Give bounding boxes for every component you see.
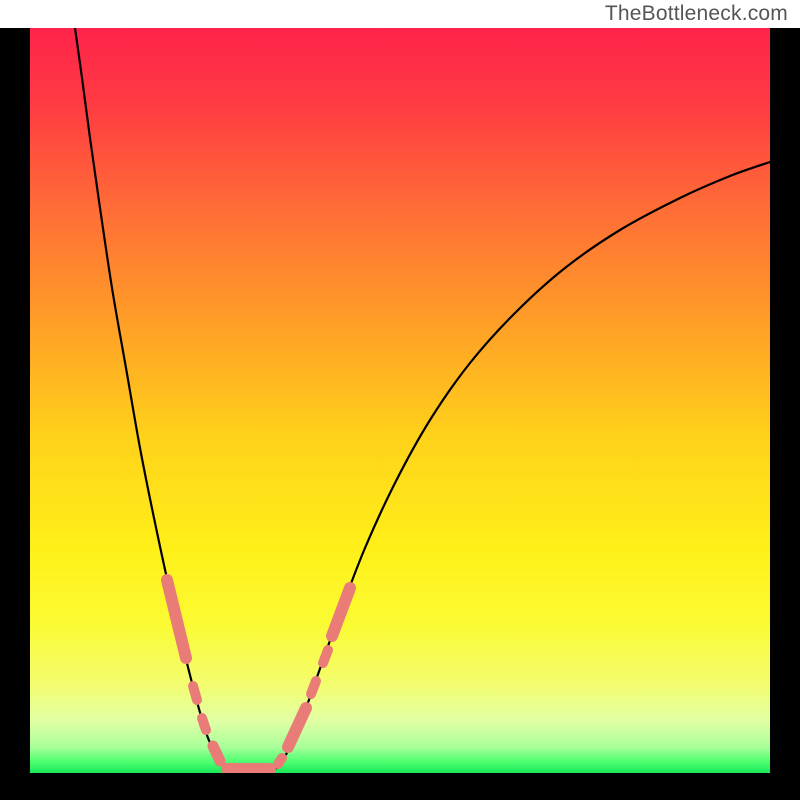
overlay-segment (311, 681, 316, 694)
overlay-segment (332, 588, 350, 636)
overlay-segment (193, 686, 197, 700)
watermark-text: TheBottleneck.com (605, 2, 788, 26)
overlay-segment (213, 746, 220, 761)
overlay-segment (202, 718, 206, 730)
overlay-segment (323, 650, 328, 663)
chart-root: { "watermark": { "text": "TheBottleneck.… (0, 0, 800, 800)
chart-frame (0, 28, 800, 800)
overlay-segment (288, 708, 306, 747)
overlay-segment (167, 580, 186, 658)
curve-layer (30, 28, 770, 773)
plot-area (30, 28, 770, 773)
bottleneck-curve (75, 28, 770, 771)
overlay-segments (167, 580, 350, 769)
overlay-segment (278, 758, 282, 764)
